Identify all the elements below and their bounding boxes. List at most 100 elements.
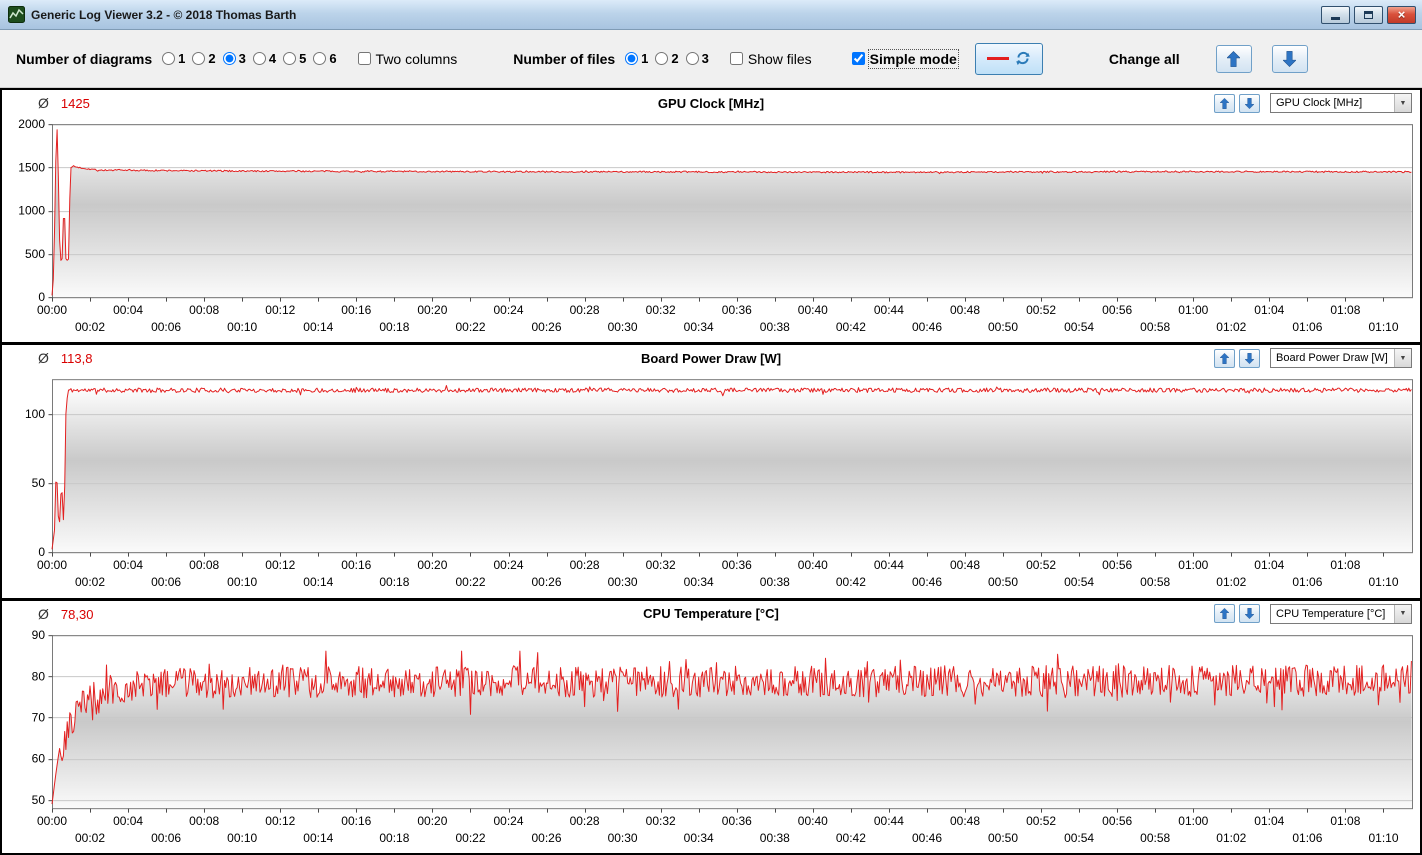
- diagrams-radio-1[interactable]: 1: [162, 51, 185, 66]
- files-radio-3[interactable]: 3: [685, 51, 709, 66]
- svg-text:00:28: 00:28: [570, 303, 600, 317]
- svg-text:50: 50: [32, 476, 46, 490]
- arrow-down-icon: [1245, 608, 1254, 620]
- svg-text:00:04: 00:04: [113, 303, 143, 317]
- svg-text:01:02: 01:02: [1216, 320, 1246, 334]
- svg-text:00:40: 00:40: [798, 558, 828, 572]
- show-files-checkbox-input[interactable]: [729, 52, 743, 65]
- svg-text:00:38: 00:38: [760, 575, 790, 589]
- diagrams-radio-5[interactable]: 5: [283, 51, 306, 66]
- svg-text:00:50: 00:50: [988, 831, 1018, 845]
- diagrams-radio-3-input[interactable]: [222, 52, 236, 65]
- svg-text:00:02: 00:02: [75, 320, 105, 334]
- move-chart-up-button[interactable]: [1214, 93, 1235, 113]
- svg-text:00:26: 00:26: [531, 575, 561, 589]
- maximize-button[interactable]: [1354, 5, 1383, 24]
- move-chart-up-button[interactable]: [1214, 604, 1235, 624]
- close-button[interactable]: ×: [1387, 5, 1416, 24]
- svg-text:01:02: 01:02: [1216, 831, 1246, 845]
- diagrams-radio-2[interactable]: 2: [192, 51, 216, 66]
- svg-text:00:06: 00:06: [151, 831, 181, 845]
- svg-text:00:08: 00:08: [189, 814, 219, 828]
- title-bar: Generic Log Viewer 3.2 - © 2018 Thomas B…: [0, 0, 1422, 30]
- diagrams-radio-3[interactable]: 3: [222, 51, 246, 66]
- svg-text:00:40: 00:40: [798, 303, 828, 317]
- change-all-up-button[interactable]: [1215, 44, 1252, 73]
- files-radio-1[interactable]: 1: [625, 51, 648, 66]
- svg-text:00:58: 00:58: [1140, 831, 1170, 845]
- svg-text:500: 500: [25, 247, 45, 261]
- svg-text:00:10: 00:10: [227, 320, 257, 334]
- svg-text:00:46: 00:46: [912, 575, 942, 589]
- svg-text:00:00: 00:00: [37, 303, 67, 317]
- change-all-down-button[interactable]: [1271, 44, 1308, 73]
- minimize-button[interactable]: [1321, 5, 1350, 24]
- move-chart-down-button[interactable]: [1239, 93, 1260, 113]
- metric-dropdown[interactable]: Board Power Draw [W] ▼: [1270, 348, 1412, 369]
- metric-dropdown[interactable]: GPU Clock [MHz] ▼: [1270, 93, 1412, 113]
- svg-text:00:42: 00:42: [836, 575, 866, 589]
- svg-text:00:20: 00:20: [417, 558, 447, 572]
- minimize-icon: [1331, 17, 1340, 20]
- svg-text:00:12: 00:12: [265, 814, 295, 828]
- diagrams-radio-6-input[interactable]: [313, 52, 327, 65]
- metric-dropdown[interactable]: CPU Temperature [°C] ▼: [1270, 603, 1412, 624]
- diagrams-radio-1-input[interactable]: [162, 52, 176, 65]
- files-radio-3-input[interactable]: [685, 52, 699, 65]
- refresh-button[interactable]: [974, 42, 1043, 75]
- two-columns-checkbox-input[interactable]: [357, 52, 371, 65]
- move-chart-up-button[interactable]: [1214, 348, 1235, 368]
- svg-text:00:38: 00:38: [760, 831, 790, 845]
- series-color-line-icon: [986, 57, 1009, 60]
- move-chart-down-button[interactable]: [1239, 604, 1260, 624]
- svg-text:01:02: 01:02: [1216, 575, 1246, 589]
- svg-text:00:28: 00:28: [570, 558, 600, 572]
- simple-mode-checkbox-input[interactable]: [851, 52, 865, 65]
- diagrams-radio-2-input[interactable]: [192, 52, 206, 65]
- files-radio-2-input[interactable]: [655, 52, 669, 65]
- svg-text:00:54: 00:54: [1064, 831, 1094, 845]
- arrow-up-icon: [1227, 50, 1241, 67]
- simple-mode-checkbox[interactable]: Simple mode: [851, 48, 959, 69]
- svg-text:00:44: 00:44: [874, 303, 904, 317]
- diagrams-radio-4-input[interactable]: [252, 52, 266, 65]
- show-files-checkbox[interactable]: Show files: [729, 51, 812, 67]
- svg-text:00:56: 00:56: [1102, 814, 1132, 828]
- chart-title: GPU Clock [MHz]: [657, 95, 765, 111]
- svg-text:0: 0: [38, 290, 45, 304]
- svg-text:00:48: 00:48: [950, 558, 980, 572]
- svg-text:01:10: 01:10: [1368, 575, 1398, 589]
- svg-text:00:34: 00:34: [684, 575, 714, 589]
- average-symbol: Ø: [38, 350, 49, 367]
- chart-panel-cpu-temperature: Ø 78,30 CPU Temperature [°C] CPU Tempera…: [2, 600, 1420, 853]
- svg-text:00:52: 00:52: [1026, 558, 1056, 572]
- chart-panel-board-power: Ø 113,8 Board Power Draw [W] Board Power…: [2, 345, 1420, 598]
- svg-text:00:36: 00:36: [722, 558, 752, 572]
- svg-text:00:40: 00:40: [798, 814, 828, 828]
- svg-text:01:00: 01:00: [1178, 303, 1208, 317]
- arrow-up-icon: [1220, 352, 1229, 364]
- files-radio-2[interactable]: 2: [655, 51, 679, 66]
- svg-text:00:18: 00:18: [379, 320, 409, 334]
- svg-text:00:22: 00:22: [455, 831, 485, 845]
- move-chart-down-button[interactable]: [1239, 348, 1260, 368]
- diagrams-radio-4[interactable]: 4: [252, 51, 276, 66]
- two-columns-checkbox[interactable]: Two columns: [357, 51, 457, 67]
- files-radio-1-input[interactable]: [625, 52, 639, 65]
- chart-average: Ø 113,8: [38, 350, 92, 366]
- svg-text:01:00: 01:00: [1178, 814, 1208, 828]
- app-icon: [8, 6, 25, 23]
- svg-text:00:56: 00:56: [1102, 303, 1132, 317]
- svg-text:00:30: 00:30: [608, 320, 638, 334]
- refresh-icon: [1016, 51, 1030, 65]
- diagrams-radio-6[interactable]: 6: [313, 51, 337, 66]
- diagrams-radio-5-input[interactable]: [283, 52, 297, 65]
- svg-text:00:46: 00:46: [912, 831, 942, 845]
- svg-text:00:52: 00:52: [1026, 814, 1056, 828]
- change-all-label: Change all: [1108, 50, 1180, 67]
- chart-title: CPU Temperature [°C]: [643, 606, 779, 622]
- svg-text:00:44: 00:44: [874, 814, 904, 828]
- svg-text:00:36: 00:36: [722, 814, 752, 828]
- number-of-diagrams-label: Number of diagrams: [16, 50, 153, 67]
- svg-text:00:04: 00:04: [113, 558, 143, 572]
